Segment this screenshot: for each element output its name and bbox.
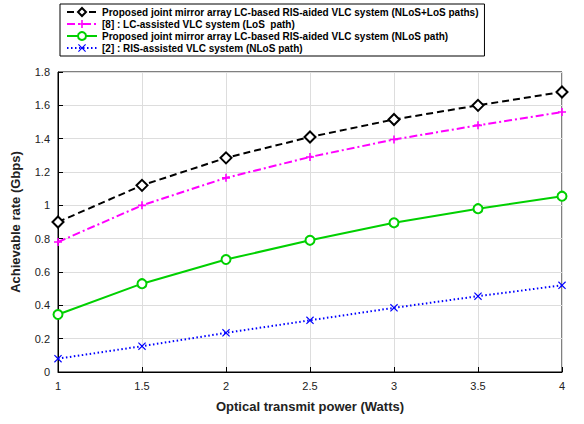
svg-text:2.5: 2.5: [302, 380, 317, 392]
svg-text:1.8: 1.8: [35, 66, 50, 78]
svg-text:1.5: 1.5: [134, 380, 149, 392]
svg-text:Proposed joint mirror array LC: Proposed joint mirror array LC-based RIS…: [102, 7, 478, 18]
svg-text:1: 1: [55, 380, 61, 392]
svg-text:2: 2: [223, 380, 229, 392]
svg-text:3: 3: [391, 380, 397, 392]
svg-text:Proposed joint mirror array LC: Proposed joint mirror array LC-based RIS…: [102, 31, 448, 42]
svg-text:3.5: 3.5: [470, 380, 485, 392]
svg-text:Optical transmit power (Watts): Optical transmit power (Watts): [216, 399, 404, 414]
svg-text:0: 0: [44, 366, 50, 378]
svg-text:1.2: 1.2: [35, 166, 50, 178]
svg-text:0.2: 0.2: [35, 333, 50, 345]
svg-text:1.4: 1.4: [35, 133, 50, 145]
svg-text:[2] : RIS-assisted VLC system: [2] : RIS-assisted VLC system (NLoS path…: [102, 43, 303, 54]
svg-text:0.4: 0.4: [35, 299, 50, 311]
svg-text:Achievable rate (Gbps): Achievable rate (Gbps): [8, 151, 23, 293]
svg-text:0.8: 0.8: [35, 233, 50, 245]
svg-text:1: 1: [44, 199, 50, 211]
svg-text:4: 4: [559, 380, 565, 392]
svg-text:1.6: 1.6: [35, 99, 50, 111]
svg-text:0.6: 0.6: [35, 266, 50, 278]
svg-text:[8] : LC-assisted VLC system (: [8] : LC-assisted VLC system (LoS path): [102, 19, 295, 30]
